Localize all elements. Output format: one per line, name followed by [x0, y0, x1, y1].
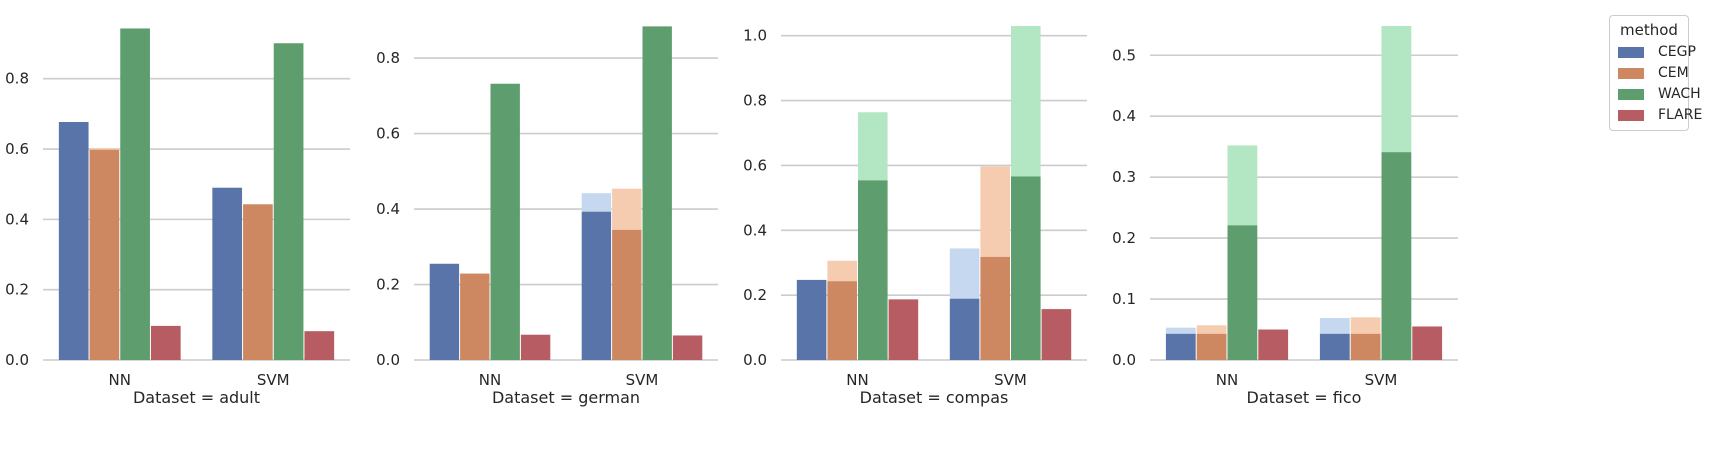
y-tick-label: 0.0 — [376, 351, 400, 369]
bar-cegp — [58, 121, 89, 361]
bar-upper-cegp — [581, 193, 612, 212]
y-tick-label: 0.3 — [1112, 168, 1136, 186]
bar-flare — [1041, 309, 1072, 360]
bar-upper-cem — [1350, 317, 1381, 334]
bar-flare — [888, 299, 919, 360]
bar-flare — [150, 325, 181, 360]
bar-flare — [304, 331, 335, 360]
y-tick-label: 0.4 — [376, 200, 400, 218]
x-axis-label: Dataset = fico — [1247, 388, 1362, 407]
bar-wach — [1381, 152, 1412, 360]
bar-cegp — [796, 279, 827, 360]
legend: method CEGP CEM WACH FLARE — [1609, 15, 1702, 131]
legend-swatch-flare — [1618, 110, 1644, 121]
bar-cem — [1196, 333, 1227, 360]
bar-upper-cegp — [1165, 327, 1196, 334]
legend-label-wach: WACH — [1658, 86, 1701, 102]
x-tick-label: NN — [846, 371, 868, 389]
y-tick-label: 0.8 — [743, 92, 767, 110]
bar-upper-cem — [827, 260, 857, 282]
y-tick-label: 0.6 — [743, 156, 767, 174]
y-tick-label: 0.4 — [1112, 107, 1136, 125]
bar-upper-wach — [1227, 145, 1258, 226]
bar-cegp — [1319, 333, 1350, 360]
bar-wach — [1011, 176, 1041, 360]
y-tick-label: 0.0 — [1112, 351, 1136, 369]
bar-cem — [980, 256, 1010, 360]
bar-upper-cegp — [949, 248, 980, 299]
bar-flare — [520, 334, 551, 360]
bar-upper-cem — [89, 147, 120, 150]
bar-upper-wach — [1011, 26, 1041, 177]
x-tick-label: NN — [109, 371, 131, 389]
legend-swatch-cem — [1618, 68, 1644, 79]
x-tick-label: SVM — [257, 371, 290, 389]
bar-cegp — [212, 187, 243, 360]
x-tick-label: SVM — [994, 371, 1027, 389]
bar-upper-cem — [980, 166, 1010, 257]
legend-swatch-cegp — [1618, 47, 1644, 58]
legend-label-cegp: CEGP — [1658, 44, 1696, 60]
bar-upper-cegp — [1319, 317, 1350, 334]
y-tick-label: 0.4 — [5, 210, 29, 228]
bar-flare — [1412, 326, 1443, 360]
y-tick-label: 0.8 — [376, 49, 400, 67]
x-tick-label: NN — [479, 371, 501, 389]
y-tick-label: 0.2 — [743, 286, 767, 304]
bar-wach — [490, 83, 520, 360]
x-tick-label: NN — [1216, 371, 1238, 389]
bar-cem — [243, 204, 273, 360]
bar-upper-wach — [1381, 26, 1412, 153]
bar-cem — [1350, 333, 1381, 360]
legend-swatch-wach — [1618, 89, 1644, 100]
bar-upper-wach — [858, 112, 888, 181]
bar-cegp — [1165, 333, 1196, 360]
x-tick-label: SVM — [626, 371, 659, 389]
bar-cem — [827, 281, 857, 360]
y-tick-label: 1.0 — [743, 27, 767, 45]
y-tick-label: 0.2 — [5, 281, 29, 299]
bar-flare — [1258, 329, 1289, 360]
y-tick-label: 0.0 — [5, 351, 29, 369]
bar-wach — [120, 28, 150, 360]
y-tick-label: 0.0 — [743, 351, 767, 369]
bar-wach — [1227, 225, 1258, 360]
bar-cem — [612, 229, 642, 360]
bar-flare — [672, 335, 703, 360]
legend-title: method — [1620, 21, 1678, 39]
bar-cegp — [581, 211, 612, 360]
y-tick-label: 0.6 — [376, 125, 400, 143]
y-tick-label: 0.6 — [5, 140, 29, 158]
bar-upper-cem — [612, 188, 642, 230]
y-tick-label: 0.8 — [5, 70, 29, 88]
y-tick-label: 0.4 — [743, 221, 767, 239]
bar-cegp — [429, 263, 460, 360]
legend-label-cem: CEM — [1658, 65, 1689, 81]
x-axis-label: Dataset = compas — [860, 388, 1009, 407]
bar-wach — [273, 43, 304, 361]
bar-cem — [460, 273, 490, 360]
y-tick-label: 0.2 — [1112, 229, 1136, 247]
y-tick-label: 0.2 — [376, 276, 400, 294]
bar-cem — [89, 149, 120, 360]
x-axis-label: Dataset = adult — [133, 388, 260, 407]
y-tick-label: 0.5 — [1112, 46, 1136, 64]
x-axis-label: Dataset = german — [492, 388, 640, 407]
bar-wach — [642, 26, 672, 360]
bar-upper-cem — [1196, 325, 1227, 334]
y-tick-label: 0.1 — [1112, 290, 1136, 308]
bar-wach — [858, 180, 888, 360]
x-tick-label: SVM — [1365, 371, 1398, 389]
legend-label-flare: FLARE — [1658, 107, 1703, 123]
bar-cegp — [949, 298, 980, 360]
